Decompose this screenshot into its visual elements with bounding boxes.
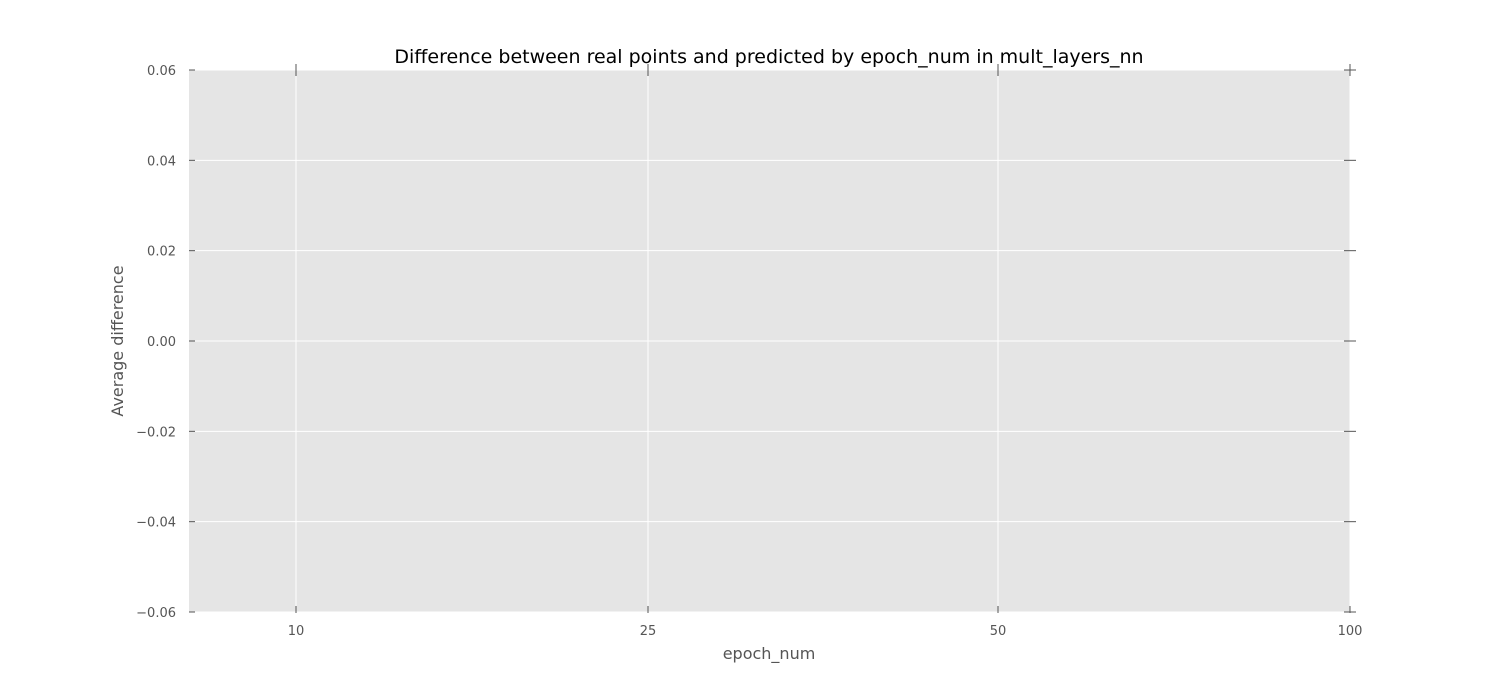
y-tick-label: −0.04 (136, 516, 176, 531)
y-tick-label: 0.02 (147, 245, 176, 260)
y-tick-label: −0.02 (136, 425, 176, 440)
x-tick-label: 50 (990, 624, 1007, 639)
axis-ticks (189, 64, 1356, 613)
chart-title: Difference between real points and predi… (394, 46, 1143, 68)
x-tick-label: 10 (288, 624, 305, 639)
y-tick-label: 0.00 (147, 335, 176, 350)
y-axis-label: Average difference (108, 265, 127, 416)
tick-labels: 0.06 0.04 0.02 0.00 −0.02 −0.04 −0.06 10 25 50 100 (136, 64, 1362, 639)
y-tick-label: −0.06 (136, 606, 176, 621)
y-tick-label: 0.04 (147, 154, 176, 169)
x-tick-label: 25 (640, 624, 657, 639)
x-tick-label: 100 (1338, 624, 1363, 639)
y-tick-label: 0.06 (147, 64, 176, 79)
x-axis-label: epoch_num (723, 644, 816, 664)
